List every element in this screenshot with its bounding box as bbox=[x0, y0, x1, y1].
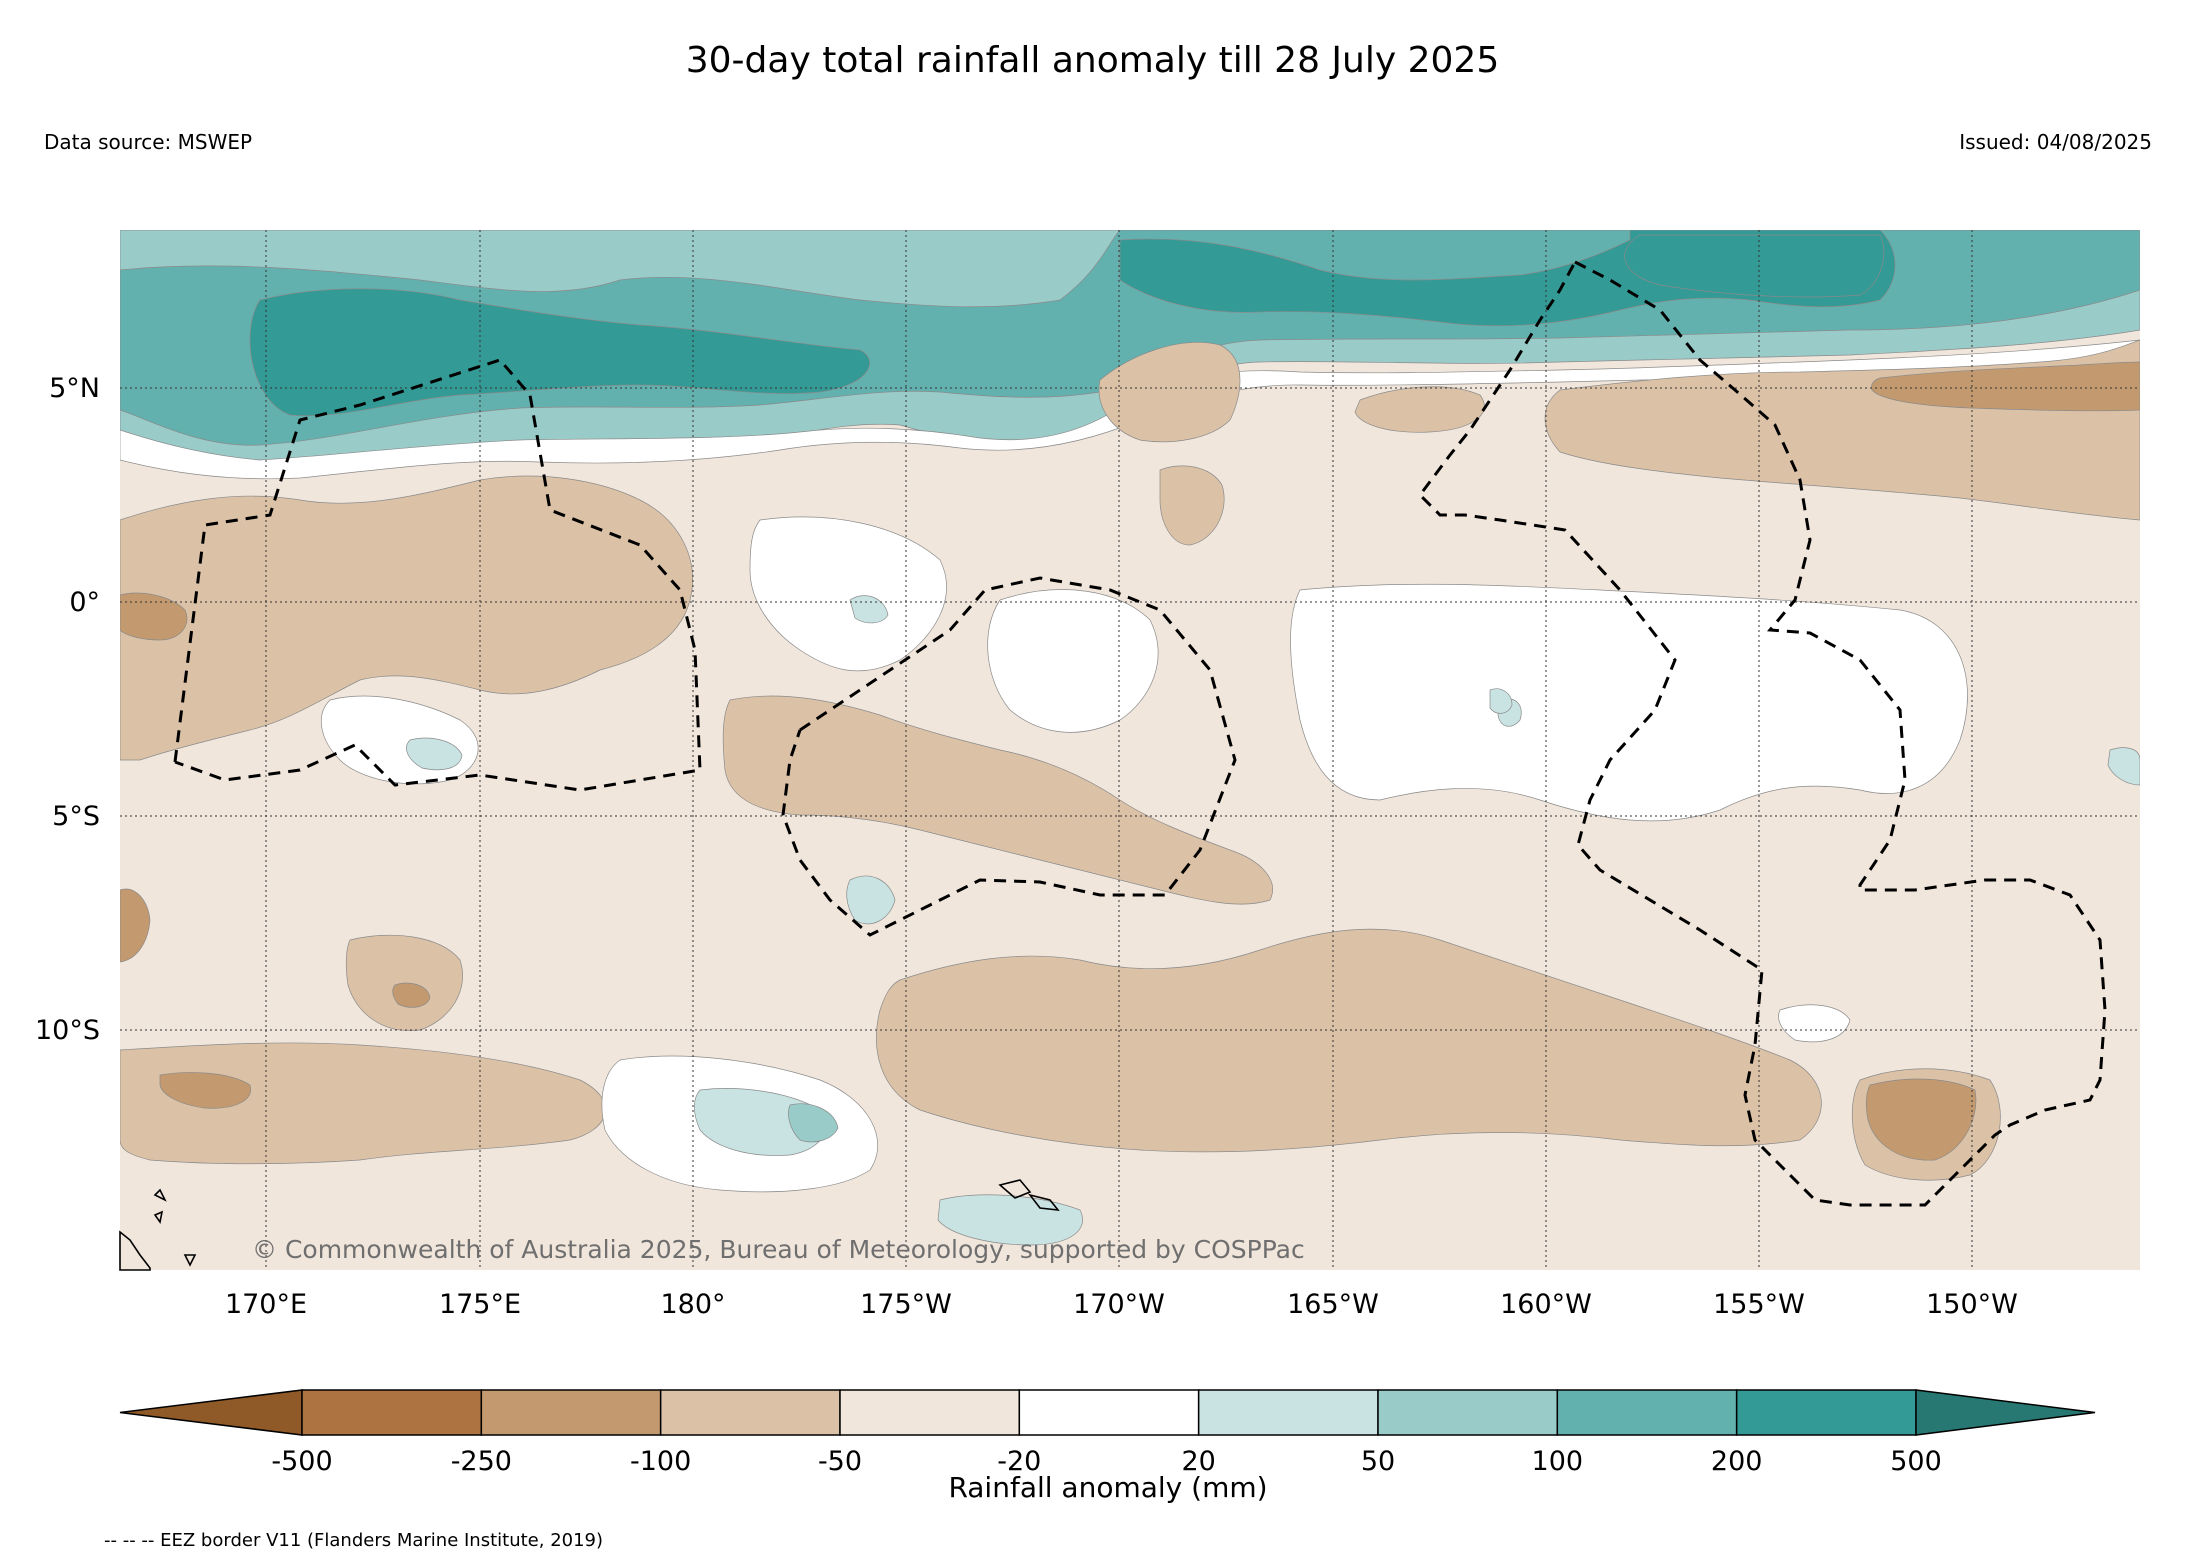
colorbar-tick-label: -250 bbox=[451, 1446, 512, 1477]
dry-band-southwest bbox=[120, 1042, 606, 1165]
neutral-region-east-central bbox=[987, 589, 1159, 733]
colorbar-segment bbox=[1735, 1389, 1917, 1436]
colorbar: -500 -250 -100 -50 -20 20 50 100 200 500 bbox=[119, 1389, 2096, 1477]
wet-band-dark-northeast bbox=[1624, 234, 1885, 298]
colorbar-segment bbox=[1197, 1389, 1379, 1436]
wet-patch-phoenix bbox=[1489, 688, 1513, 714]
dry-patch-west-south bbox=[120, 888, 151, 963]
copyright-notice: © Commonwealth of Australia 2025, Bureau… bbox=[252, 1235, 1305, 1264]
wet-core-south-central bbox=[788, 1103, 839, 1143]
dry-core-northeast bbox=[1871, 361, 2140, 412]
colorbar-tick-label: 200 bbox=[1711, 1446, 1763, 1477]
lon-tick-label: 170°E bbox=[225, 1289, 307, 1320]
wet-band-dark bbox=[249, 288, 870, 417]
neutral-region-east bbox=[1290, 583, 1968, 822]
dry-patch-central-north bbox=[1159, 465, 1225, 546]
island-fiji-vanua-levu bbox=[998, 1179, 1032, 1199]
dry-core-east-south bbox=[1865, 1078, 1977, 1161]
colorbar-segment bbox=[301, 1389, 483, 1436]
colorbar-segment bbox=[659, 1389, 841, 1436]
lat-tick-label: 5°S bbox=[52, 801, 100, 832]
island-vanuatu-mid bbox=[183, 1254, 197, 1267]
neutral-patch-east-south bbox=[1778, 1004, 1851, 1043]
colorbar-tick-label: -20 bbox=[997, 1446, 1041, 1477]
latitude-tick-labels: 5°N 0° 5°S 10°S bbox=[35, 373, 100, 1046]
lon-tick-label: 160°W bbox=[1500, 1289, 1592, 1320]
dry-band-south bbox=[876, 928, 1822, 1153]
dry-band-central bbox=[722, 695, 1273, 905]
lat-tick-label: 5°N bbox=[49, 373, 100, 404]
lon-tick-label: 155°W bbox=[1713, 1289, 1805, 1320]
colorbar-tick-label: -500 bbox=[271, 1446, 332, 1477]
lon-tick-label: 180° bbox=[660, 1289, 725, 1320]
colorbar-extend-max bbox=[1915, 1389, 2096, 1436]
eez-border-line-islands bbox=[1418, 260, 2107, 1207]
island-new-caledonia bbox=[119, 1230, 151, 1271]
wet-patch-east-edge bbox=[2107, 747, 2140, 786]
lon-tick-label: 175°W bbox=[860, 1289, 952, 1320]
colorbar-segment bbox=[1018, 1389, 1200, 1436]
neutral-region-central bbox=[749, 516, 947, 672]
colorbar-tick-label: 20 bbox=[1181, 1446, 1215, 1477]
colorbar-segment bbox=[839, 1389, 1021, 1436]
lon-tick-label: 165°W bbox=[1287, 1289, 1379, 1320]
island-outlines bbox=[119, 1179, 1060, 1271]
island-vanuatu-south bbox=[153, 1210, 164, 1224]
wet-patch-south-fiji bbox=[937, 1194, 1083, 1246]
lon-tick-label: 150°W bbox=[1926, 1289, 2018, 1320]
anomaly-field bbox=[120, 230, 2140, 1270]
colorbar-segment bbox=[1556, 1389, 1738, 1436]
map-title: 30-day total rainfall anomaly till 28 Ju… bbox=[685, 40, 1500, 81]
issued-date-label: Issued: 04/08/2025 bbox=[1959, 130, 2152, 154]
eez-border-phoenix bbox=[781, 576, 1237, 937]
dry-core-west bbox=[120, 592, 188, 641]
eez-border-footnote: -- -- -- EEZ border V11 (Flanders Marine… bbox=[104, 1530, 604, 1551]
colorbar-segment bbox=[1377, 1389, 1559, 1436]
colorbar-label: Rainfall anomaly (mm) bbox=[948, 1471, 1267, 1504]
lon-tick-label: 170°W bbox=[1073, 1289, 1165, 1320]
lat-tick-label: 0° bbox=[69, 587, 100, 618]
colorbar-tick-label: -50 bbox=[818, 1446, 862, 1477]
dry-core-southwest bbox=[159, 1072, 252, 1109]
dry-region-west bbox=[120, 475, 693, 761]
wet-patch-samoa bbox=[846, 875, 896, 925]
wet-patch-central-north bbox=[849, 595, 889, 624]
colorbar-tick-label: 100 bbox=[1532, 1446, 1584, 1477]
eez-borders bbox=[173, 260, 2107, 1207]
colorbar-tick-label: -100 bbox=[630, 1446, 691, 1477]
colorbar-segment bbox=[480, 1389, 662, 1436]
island-fiji-viti-levu bbox=[1027, 1193, 1060, 1212]
data-source-label: Data source: MSWEP bbox=[44, 130, 253, 154]
dry-patch-north bbox=[1098, 342, 1241, 443]
colorbar-tick-label: 500 bbox=[1890, 1446, 1942, 1477]
longitude-tick-labels: 170°E 175°E 180° 175°W 170°W 165°W 160°W… bbox=[225, 1289, 2018, 1320]
colorbar-tick-label: 50 bbox=[1361, 1446, 1395, 1477]
colorbar-extend-min bbox=[119, 1389, 303, 1436]
lon-tick-label: 175°E bbox=[439, 1289, 521, 1320]
eez-border-kiribati-gilberts bbox=[173, 358, 702, 792]
dry-core-southwest-mid bbox=[392, 982, 431, 1008]
island-vanuatu-north bbox=[153, 1188, 167, 1202]
map-gridlines bbox=[120, 230, 2140, 1270]
lat-tick-label: 10°S bbox=[35, 1015, 100, 1046]
wet-patch-west-teal bbox=[406, 737, 463, 771]
